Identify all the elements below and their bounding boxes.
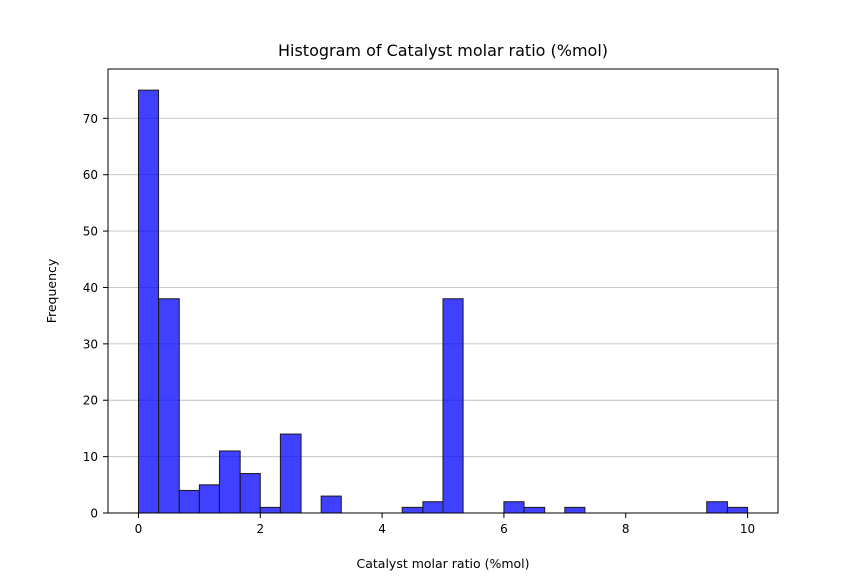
histogram-bar	[706, 501, 728, 514]
x-axis-label: Catalyst molar ratio (%mol)	[357, 556, 530, 571]
y-axis-label: Frequency	[44, 258, 59, 323]
y-tick-label: 60	[83, 168, 98, 182]
histogram-bar	[422, 501, 444, 514]
y-axis-ticks: 0 10 20 30 40 50 60 70	[83, 112, 108, 521]
y-tick-label: 50	[83, 225, 98, 239]
x-tick-label: 6	[500, 522, 508, 536]
y-tick-label: 30	[83, 337, 98, 351]
x-tick-label: 4	[378, 522, 386, 536]
y-tick-label: 20	[83, 394, 98, 408]
y-tick-label: 70	[83, 112, 98, 126]
plot-frame	[107, 68, 779, 514]
histogram-bar	[158, 298, 180, 514]
histogram-bar	[198, 484, 220, 514]
histogram-bar	[259, 506, 281, 514]
histogram-bar	[503, 501, 525, 514]
y-tick-label: 10	[83, 450, 98, 464]
x-axis-ticks: 0 2 4 6 8 10	[135, 513, 755, 536]
histogram-bar	[218, 450, 241, 514]
histogram-bar	[401, 506, 424, 514]
y-tick-label: 40	[83, 281, 98, 295]
histogram-bar	[564, 506, 586, 514]
x-tick-label: 0	[135, 522, 143, 536]
histogram-bar	[320, 495, 342, 514]
histogram-bar	[523, 506, 546, 514]
histogram-bar	[137, 89, 160, 514]
chart-title: Histogram of Catalyst molar ratio (%mol)	[278, 41, 608, 60]
x-tick-label: 10	[740, 522, 755, 536]
histogram-bar	[239, 473, 261, 514]
histogram-bars	[137, 89, 749, 514]
histogram-bar	[442, 298, 464, 514]
y-tick-label: 0	[90, 507, 98, 521]
histogram-bar	[178, 489, 200, 514]
x-tick-label: 8	[622, 522, 630, 536]
histogram-bar	[279, 433, 302, 514]
x-tick-label: 2	[256, 522, 264, 536]
histogram-bar	[726, 506, 749, 514]
